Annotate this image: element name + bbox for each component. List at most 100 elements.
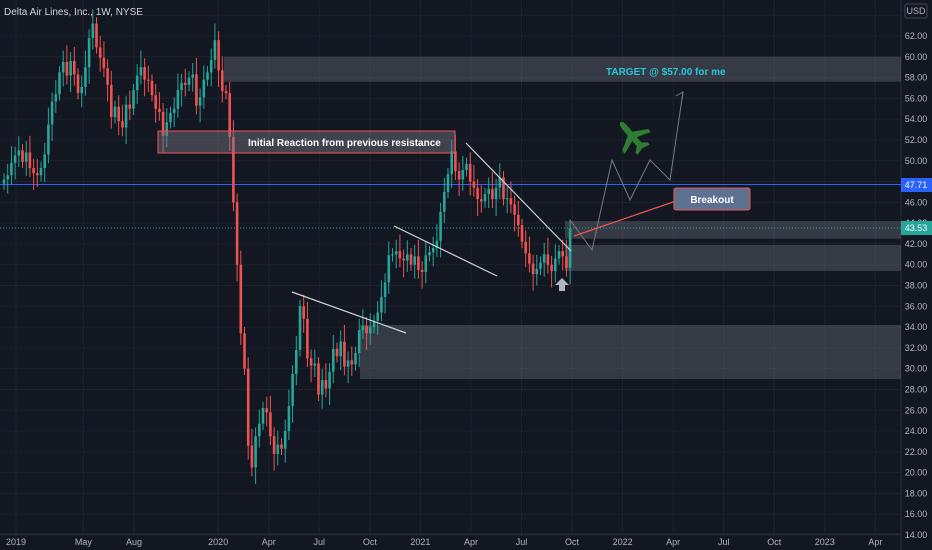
candle-body	[332, 348, 335, 372]
x-tick-label: Apr	[464, 537, 478, 547]
candle-body	[461, 170, 465, 180]
candle-body	[110, 84, 113, 118]
candle-body	[258, 423, 261, 437]
time-axis[interactable]: 2019 May Aug 2020 Apr Jul Oct 2021 Apr Jul Oct 2022…	[6, 537, 882, 547]
candle-body	[265, 408, 268, 413]
candle-body	[158, 108, 161, 112]
candle-body	[431, 248, 435, 253]
candle-body	[531, 263, 535, 275]
candle-body	[58, 72, 61, 95]
candle-body	[32, 168, 35, 174]
y-tick-label: 28.00	[905, 384, 928, 394]
candle-body	[73, 60, 76, 75]
chart-title: Delta Air Lines, Inc., 1W, NYSE	[4, 7, 143, 18]
candle-body	[520, 225, 524, 242]
candle-body	[491, 188, 494, 200]
candle-body	[187, 77, 191, 85]
candle-body	[517, 214, 520, 226]
candle-body	[113, 106, 117, 118]
candle-body	[206, 72, 209, 80]
x-tick-label: 2021	[410, 537, 430, 547]
candle-body	[169, 112, 172, 123]
airplane-icon	[619, 121, 651, 155]
candle-body	[372, 320, 376, 328]
candle-body	[420, 269, 424, 272]
x-tick-label: Aug	[126, 537, 142, 547]
candle-body	[91, 23, 95, 39]
candle-body	[328, 371, 331, 389]
candle-body	[513, 204, 516, 215]
target-label: TARGET @ $57.00 for me	[606, 67, 726, 78]
candle-body	[2, 179, 6, 184]
candle-body	[357, 330, 361, 354]
candle-body	[165, 122, 169, 136]
candles	[2, 9, 572, 485]
candle-body	[195, 74, 198, 106]
y-tick-label: 52.00	[905, 135, 928, 145]
projection-path	[569, 91, 684, 252]
annotations: Initial Reaction from previous resistanc…	[157, 67, 751, 211]
candle-body	[524, 241, 527, 254]
x-tick-label: Apr	[666, 537, 680, 547]
candle-body	[276, 444, 280, 454]
candle-body	[209, 59, 213, 73]
y-tick-label: 58.00	[905, 73, 928, 83]
candle-body	[65, 61, 69, 76]
x-tick-label: Jul	[718, 537, 730, 547]
candle-body	[17, 150, 21, 156]
candle-body	[39, 168, 43, 176]
x-tick-label: Jul	[314, 537, 326, 547]
x-tick-label: Apr	[262, 537, 276, 547]
candle-body	[102, 57, 106, 69]
candle-body	[428, 252, 431, 256]
candle-body	[454, 151, 457, 172]
trendlines	[291, 91, 684, 334]
y-tick-label: 46.00	[905, 197, 928, 207]
candle-body	[568, 228, 572, 268]
candle-body	[154, 95, 157, 109]
currency-badge[interactable]: USD	[904, 3, 928, 19]
candle-body	[417, 256, 420, 270]
x-tick-label: 2020	[208, 537, 228, 547]
candle-body	[250, 445, 254, 468]
candle-body	[480, 199, 483, 202]
candle-body	[69, 60, 72, 76]
candle-body	[483, 194, 487, 202]
candle-body	[139, 67, 143, 76]
x-tick-label: Jul	[516, 537, 528, 547]
candle-body	[413, 256, 416, 265]
candle-body	[346, 360, 350, 367]
candle-body	[546, 254, 550, 265]
zone-rect	[565, 221, 901, 239]
candle-body	[565, 256, 568, 268]
breakout-pointer	[573, 200, 677, 237]
candle-body	[217, 40, 220, 71]
trendline-1	[291, 291, 407, 334]
trendline-2	[393, 225, 498, 277]
candle-body	[509, 198, 513, 205]
candle-body	[54, 94, 58, 102]
candle-body	[498, 177, 502, 188]
zone-rect	[224, 56, 901, 82]
y-tick-label: 56.00	[905, 93, 928, 103]
candle-body	[398, 251, 402, 259]
candle-body	[354, 353, 357, 365]
candle-body	[476, 187, 479, 200]
candle-body	[550, 264, 553, 271]
candle-body	[239, 264, 243, 334]
candle-body	[465, 163, 468, 171]
candle-body	[446, 174, 450, 192]
y-tick-label: 24.00	[905, 426, 928, 436]
candle-body	[269, 412, 272, 437]
y-tick-label: 32.00	[905, 343, 928, 353]
candle-body	[213, 40, 217, 60]
x-tick-label: Apr	[868, 537, 882, 547]
y-tick-label: 40.00	[905, 260, 928, 270]
candle-body	[295, 349, 298, 374]
breakout-box	[673, 187, 751, 211]
candle-body	[28, 152, 32, 169]
candle-body	[224, 91, 228, 94]
candle-body	[246, 368, 250, 446]
hline-price-label: 47.71	[905, 180, 928, 190]
